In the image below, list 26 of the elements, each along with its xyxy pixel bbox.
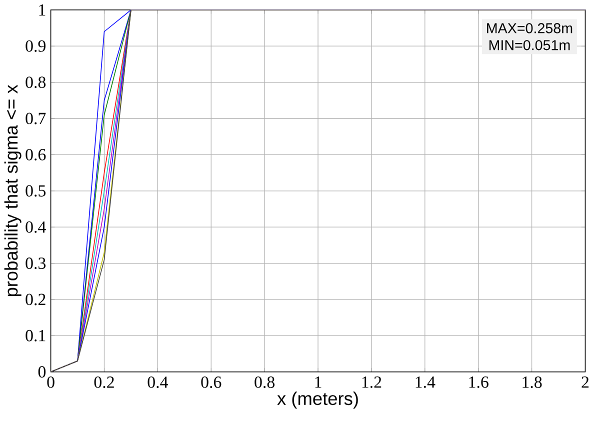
y-tick-label: 0.5 (26, 185, 46, 197)
x-tick-label: 1.2 (362, 376, 382, 388)
y-tick-label: 0.6 (26, 149, 46, 161)
x-tick-label: 0.8 (254, 376, 275, 388)
x-tick-label: 0.4 (148, 376, 168, 388)
x-axis-title: x (meters) (277, 392, 358, 409)
y-tick-label: 1 (39, 4, 46, 16)
y-tick-label: 0.8 (26, 76, 46, 88)
y-axis-title: probability that sigma <= x (4, 84, 22, 296)
x-tick-label: 0.6 (201, 376, 222, 388)
annotation: MIN=0.051m (489, 40, 570, 50)
x-tick-label: 1.8 (522, 376, 542, 388)
x-tick-label: 1.6 (469, 376, 488, 388)
x-tick-label: 0.2 (94, 376, 114, 388)
x-tick-label: 0 (47, 376, 54, 388)
y-tick-label: 0 (38, 366, 46, 378)
y-tick-label: 0.1 (26, 330, 46, 342)
y-tick-label: 0.4 (26, 221, 46, 233)
y-tick-label: 0.7 (26, 112, 46, 124)
x-tick-label: 2 (582, 376, 589, 388)
x-tick-label: 1.4 (416, 376, 436, 388)
y-tick-label: 0.3 (26, 258, 46, 270)
y-tick-label: 0.2 (26, 294, 46, 306)
x-tick-label: 1 (315, 376, 322, 388)
y-tick-label: 0.9 (26, 40, 46, 52)
annotation: MAX=0.258m (487, 23, 572, 34)
